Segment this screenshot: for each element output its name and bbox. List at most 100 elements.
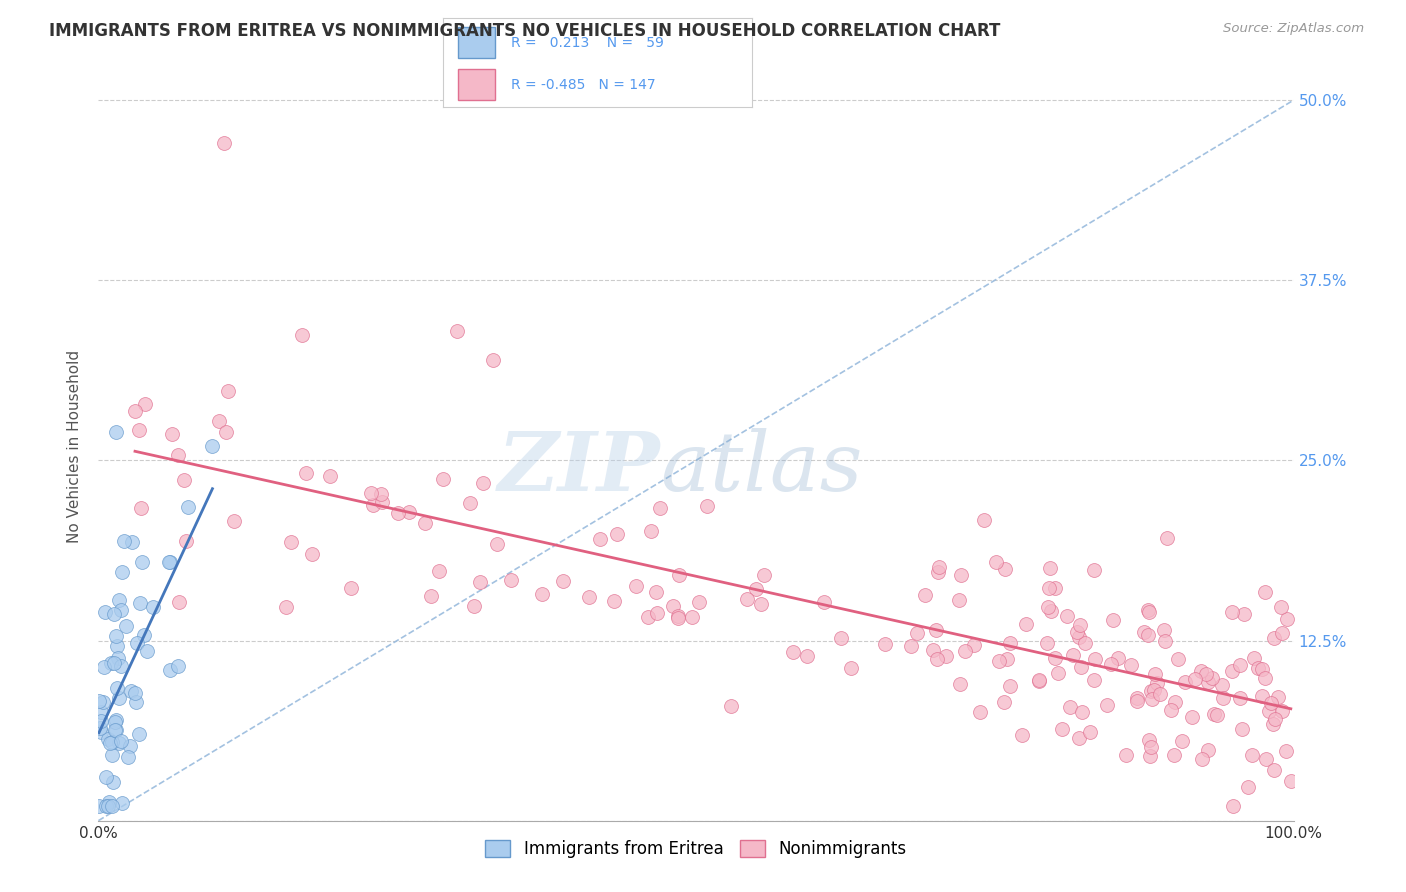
- Point: [1136, 628, 1159, 642]
- Point: [125, 636, 148, 650]
- Point: [744, 582, 766, 596]
- Point: [696, 499, 718, 513]
- Point: [1229, 690, 1251, 705]
- Point: [1036, 599, 1059, 614]
- Point: [1184, 673, 1206, 687]
- Point: [1204, 706, 1226, 721]
- Point: [900, 639, 922, 653]
- Point: [432, 473, 454, 487]
- Point: [830, 632, 852, 646]
- Text: atlas: atlas: [661, 428, 862, 508]
- Point: [666, 610, 689, 624]
- Point: [1070, 660, 1092, 674]
- Point: [1107, 650, 1129, 665]
- Point: [987, 654, 1010, 668]
- Point: [645, 584, 668, 599]
- Point: [935, 649, 957, 664]
- Point: [1137, 605, 1160, 619]
- Point: [735, 591, 758, 606]
- Point: [291, 327, 314, 342]
- Point: [928, 560, 950, 574]
- Point: [637, 610, 659, 624]
- Point: [107, 690, 129, 705]
- Point: [295, 466, 318, 480]
- Point: [101, 775, 124, 789]
- Point: [90, 714, 112, 728]
- Point: [1036, 635, 1059, 649]
- Point: [103, 656, 125, 670]
- Point: [997, 652, 1019, 666]
- Point: [666, 609, 689, 624]
- Point: [1254, 671, 1277, 685]
- Point: [217, 384, 239, 398]
- Point: [1271, 704, 1294, 718]
- Point: [121, 534, 143, 549]
- Point: [128, 423, 150, 437]
- Point: [142, 600, 165, 615]
- Point: [905, 625, 928, 640]
- Point: [125, 695, 148, 709]
- Point: [159, 555, 181, 569]
- Point: [108, 736, 131, 750]
- Point: [115, 619, 138, 633]
- Point: [530, 587, 553, 601]
- Text: Source: ZipAtlas.com: Source: ZipAtlas.com: [1223, 22, 1364, 36]
- Point: [91, 695, 114, 709]
- Point: [458, 495, 481, 509]
- Point: [624, 579, 647, 593]
- Point: [927, 652, 949, 666]
- Point: [950, 567, 973, 582]
- Point: [1232, 722, 1254, 736]
- Point: [1270, 600, 1292, 615]
- Point: [124, 404, 146, 418]
- Point: [128, 596, 150, 610]
- Text: ZIP: ZIP: [498, 428, 661, 508]
- Point: [276, 600, 298, 615]
- Point: [93, 660, 115, 674]
- Point: [96, 799, 118, 814]
- Point: [174, 534, 197, 549]
- Point: [280, 535, 302, 549]
- Point: [1140, 739, 1163, 754]
- Point: [100, 656, 122, 670]
- Point: [98, 736, 121, 750]
- Point: [963, 638, 986, 652]
- Point: [129, 501, 152, 516]
- Point: [1212, 690, 1234, 705]
- Point: [1028, 673, 1050, 688]
- Point: [427, 565, 450, 579]
- Point: [463, 599, 485, 613]
- Point: [370, 487, 392, 501]
- Point: [134, 397, 156, 411]
- Point: [1237, 780, 1260, 794]
- Point: [749, 597, 772, 611]
- Point: [1039, 604, 1062, 618]
- Point: [1043, 582, 1066, 596]
- Point: [107, 651, 129, 665]
- Text: R =   0.213    N =   59: R = 0.213 N = 59: [510, 36, 664, 50]
- Point: [1059, 700, 1081, 714]
- Point: [949, 677, 972, 691]
- Point: [1126, 691, 1149, 706]
- Point: [1211, 678, 1233, 692]
- Point: [157, 555, 180, 569]
- Point: [1078, 725, 1101, 739]
- Point: [1263, 764, 1285, 778]
- Point: [1069, 618, 1091, 632]
- Point: [90, 724, 112, 739]
- Point: [994, 562, 1017, 576]
- FancyBboxPatch shape: [458, 70, 495, 101]
- Point: [1115, 747, 1137, 762]
- Point: [97, 799, 120, 814]
- Point: [1095, 698, 1118, 712]
- Point: [120, 739, 142, 753]
- Point: [1275, 744, 1298, 758]
- Point: [1156, 531, 1178, 545]
- Point: [1206, 707, 1229, 722]
- Point: [208, 414, 231, 428]
- Point: [1257, 704, 1279, 718]
- Point: [589, 532, 612, 546]
- Point: [1000, 636, 1022, 650]
- Point: [105, 640, 128, 654]
- Point: [752, 567, 775, 582]
